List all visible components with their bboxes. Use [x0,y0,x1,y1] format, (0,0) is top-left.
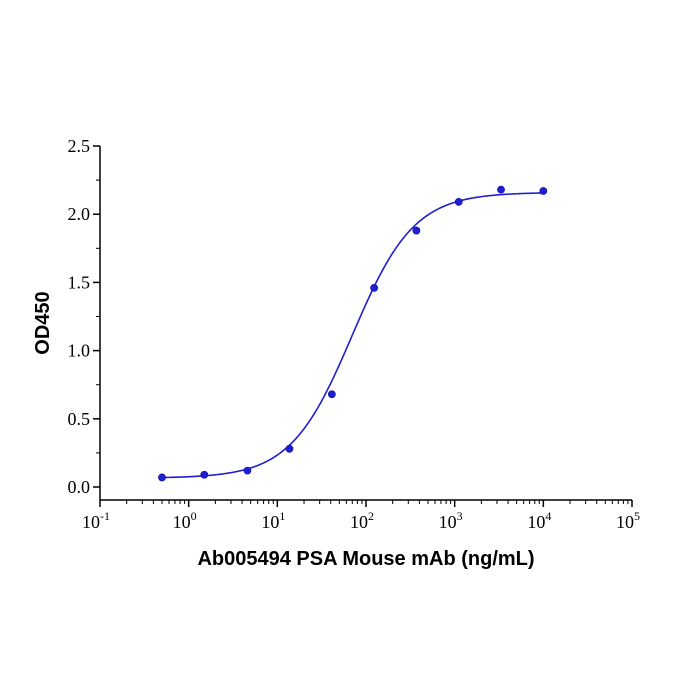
x-axis: 10-1 100 101 102 103 104 105 [82,499,640,532]
data-point [412,226,421,235]
y-axis: 0.0 0.5 1.0 1.5 2.0 2.5 [68,136,101,500]
y-axis-title: OD450 [32,291,54,354]
data-point [158,473,166,482]
x-tick-label: 104 [527,509,551,532]
x-tick-label: 105 [616,509,640,532]
x-tick-label: 103 [439,509,463,532]
data-point [327,390,336,399]
y-tick-label: 1.0 [68,341,91,361]
data-point [200,470,209,479]
y-tick-label: 0.0 [68,477,91,497]
fit-curve [161,192,544,479]
x-axis-title: Ab005494 PSA Mouse mAb (ng/mL) [197,548,534,570]
x-tick-label: 100 [173,509,197,532]
y-tick-label: 0.5 [68,409,91,429]
data-points [158,185,548,482]
x-tick-label: 10-1 [82,509,110,532]
x-tick-label: 101 [261,509,285,532]
y-tick-label: 1.5 [68,272,91,292]
y-tick-label: 2.5 [68,136,91,156]
data-point [497,185,505,194]
data-point [243,466,252,475]
y-tick-label: 2.0 [68,204,91,224]
data-point [454,198,463,206]
data-point [370,283,379,292]
x-tick-label: 102 [350,509,374,532]
data-point [285,444,294,453]
data-point [539,187,548,195]
